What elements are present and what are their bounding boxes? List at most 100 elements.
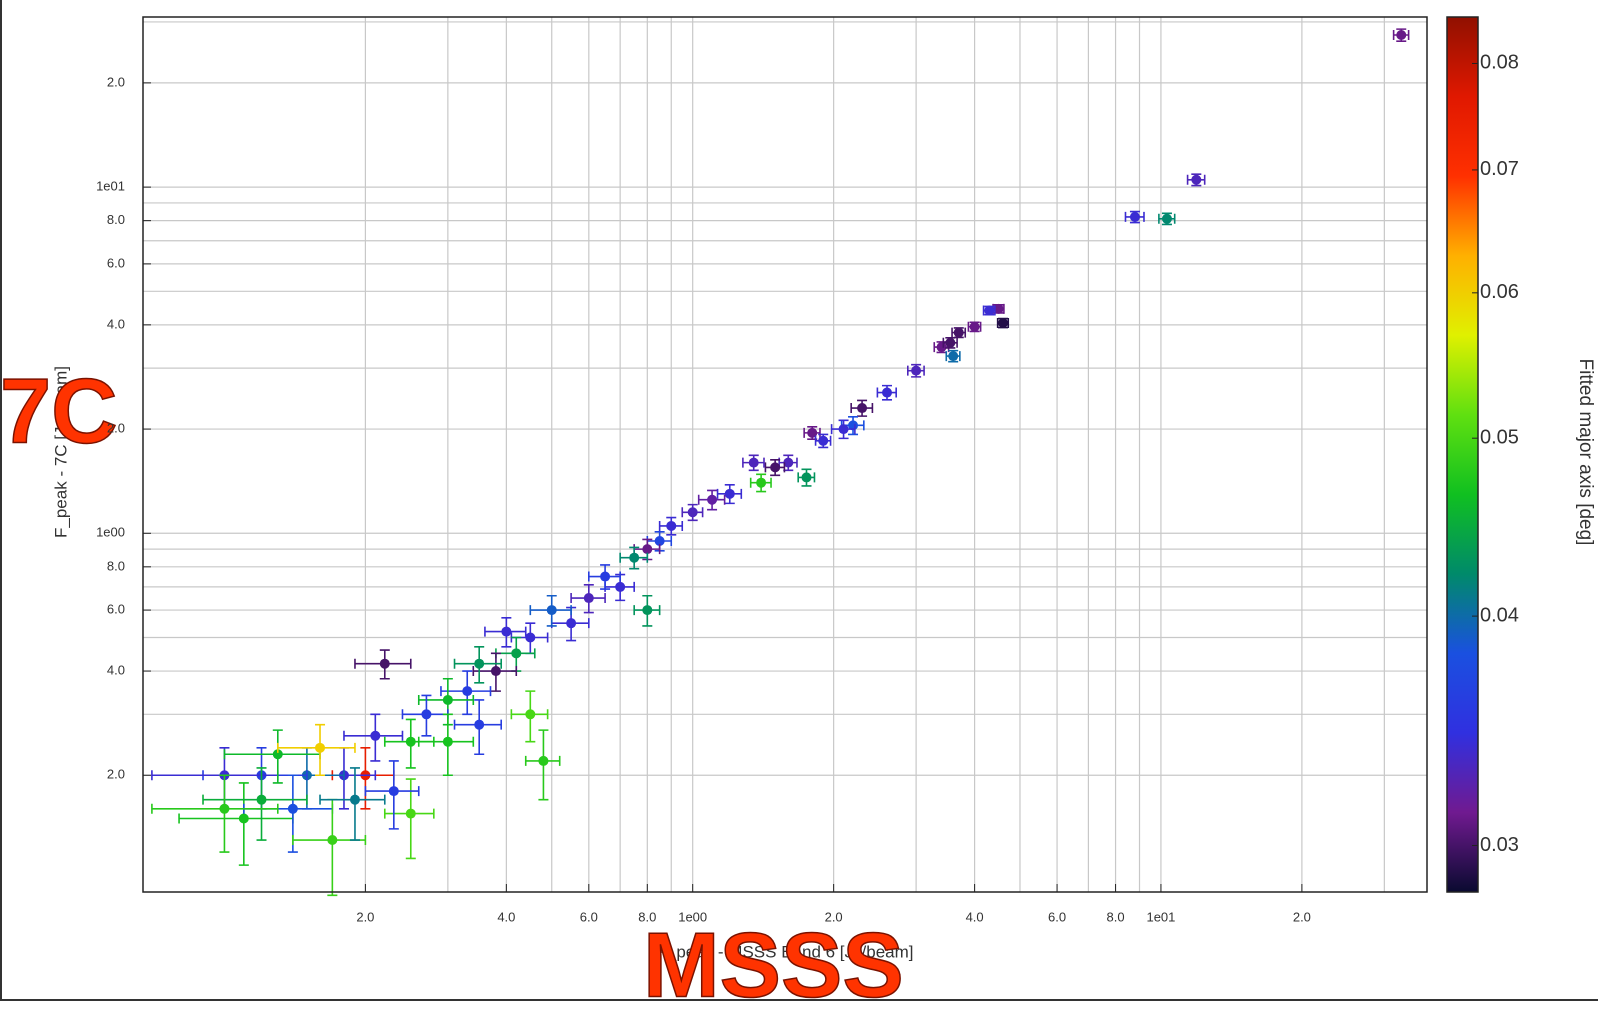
data-point	[151, 774, 279, 853]
point	[501, 626, 512, 637]
data-point	[681, 503, 704, 522]
point	[583, 593, 594, 604]
point	[969, 321, 980, 332]
data-point	[992, 303, 1005, 314]
data-point	[716, 484, 743, 505]
y-tick-label: 6.0	[107, 255, 125, 270]
point	[379, 658, 390, 669]
point	[882, 387, 893, 398]
x-tick-label: 6.0	[580, 909, 598, 924]
data-point	[742, 454, 765, 472]
point	[272, 749, 283, 760]
x-tick-label: 6.0	[1048, 909, 1066, 924]
data-point	[658, 516, 684, 536]
point	[1161, 213, 1172, 224]
point	[807, 427, 818, 438]
data-point	[202, 767, 308, 841]
point	[998, 317, 1009, 328]
data-point	[383, 718, 435, 769]
point	[219, 803, 230, 814]
x-tick-label: 4.0	[497, 909, 515, 924]
y-tick-label: 8.0	[107, 558, 125, 573]
data-point	[876, 384, 897, 401]
point	[615, 581, 626, 592]
point	[538, 755, 549, 766]
point	[511, 648, 522, 659]
point	[421, 709, 432, 720]
point	[642, 544, 653, 555]
x-axis-label: F_peak - MSSS Band 6 [Jy/beam]	[656, 942, 913, 961]
y-tick-label: 4.0	[107, 316, 125, 331]
y-tick-label: 2.0	[107, 74, 125, 89]
data-point	[453, 645, 503, 684]
point	[327, 835, 338, 846]
data-point	[850, 399, 874, 417]
point	[388, 786, 399, 797]
y-tick-label: 6.0	[107, 602, 125, 617]
annotation: MSSS	[643, 914, 904, 1016]
y-tick-label: 2.0	[107, 767, 125, 782]
y-tick-label: 2.0	[107, 421, 125, 436]
y-error-bar	[238, 782, 249, 866]
data-point	[945, 349, 961, 363]
point	[315, 742, 326, 753]
point	[349, 794, 360, 805]
y-error-bar	[405, 778, 416, 860]
point	[911, 365, 922, 376]
point	[1191, 174, 1202, 185]
data-point	[619, 546, 649, 570]
colorbar-label: Fitted major axis [deg]	[1575, 359, 1596, 546]
x-error-bar	[223, 749, 321, 760]
data-point	[354, 649, 412, 680]
data-point	[1158, 212, 1176, 226]
point	[238, 813, 249, 824]
colorbar	[1446, 16, 1479, 893]
y-error-bar	[327, 798, 338, 897]
data-point	[996, 317, 1010, 329]
point	[642, 605, 653, 616]
x-tick-label: 4.0	[966, 909, 984, 924]
data-point	[570, 583, 606, 614]
x-tick-label: 2.0	[825, 909, 843, 924]
point	[405, 736, 416, 747]
data-point	[417, 713, 475, 777]
data-point	[749, 473, 772, 493]
data-point	[319, 767, 386, 841]
point	[654, 535, 665, 546]
data-point	[276, 723, 356, 777]
point	[818, 435, 829, 446]
data-point	[524, 729, 561, 801]
y-tick-label: 1e00	[96, 525, 125, 540]
data-point	[223, 729, 321, 784]
x-tick-label: 8.0	[1107, 909, 1125, 924]
data-point	[814, 433, 832, 449]
data-point	[440, 670, 492, 716]
y-tick-label: 8.0	[107, 212, 125, 227]
x-error-bar	[178, 813, 294, 824]
y-tick-label: 4.0	[107, 662, 125, 677]
point	[838, 424, 849, 435]
point	[462, 686, 473, 697]
point	[546, 605, 557, 616]
point	[629, 552, 640, 563]
data-point	[982, 305, 996, 316]
point	[857, 403, 868, 414]
data-point	[951, 327, 967, 339]
point	[801, 472, 812, 483]
data-point	[830, 419, 856, 440]
data-point	[383, 778, 435, 860]
point	[405, 808, 416, 819]
data-point	[1186, 173, 1206, 187]
point	[748, 457, 759, 468]
plot-area	[142, 16, 1428, 893]
point	[1396, 30, 1407, 41]
point	[256, 794, 267, 805]
data-point	[633, 594, 661, 627]
data-point	[697, 489, 726, 511]
point	[770, 462, 781, 473]
data-point	[529, 594, 572, 627]
y-tick-label: 1e01	[96, 179, 125, 194]
data-point	[1392, 28, 1410, 42]
